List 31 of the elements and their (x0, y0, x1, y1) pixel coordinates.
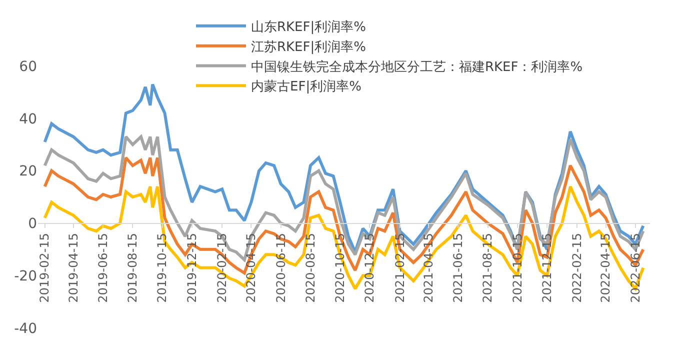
x-tick-label: 2021-12-15 (540, 233, 554, 303)
y-tick-label: -40 (14, 320, 37, 337)
y-tick-label: 0 (28, 216, 37, 232)
x-tick-label: 2019-02-15 (38, 233, 52, 303)
x-tick-label: 2020-06-15 (274, 233, 288, 303)
legend-label: 中国镍生铁完全成本分地区分工艺：福建RKEF：利润率% (251, 58, 583, 75)
x-tick-label: 2020-04-15 (244, 233, 258, 303)
legend-label: 山东RKEF|利润率% (251, 19, 366, 35)
x-tick-label: 2019-04-15 (66, 233, 80, 303)
x-tick-label: 2019-06-15 (96, 233, 110, 303)
y-tick-label: -20 (14, 268, 37, 284)
x-tick-label: 2020-02-15 (214, 233, 229, 303)
x-tick-label: 2019-12-15 (184, 233, 199, 303)
y-tick-label: 40 (19, 111, 37, 128)
x-tick-label: 2022-06-15 (628, 233, 642, 303)
x-tick-label: 2021-10-15 (510, 233, 524, 303)
x-tick-label: 2019-10-15 (155, 233, 170, 303)
x-tick-label: 2022-04-15 (598, 233, 613, 303)
y-tick-label: 60 (19, 58, 37, 75)
x-tick-label: 2019-08-15 (126, 233, 140, 303)
y-tick-label: 20 (19, 164, 37, 180)
x-tick-label: 2022-02-15 (570, 233, 584, 303)
x-tick-label: 2021-04-15 (421, 233, 436, 303)
x-tick-label: 2020-10-15 (333, 233, 348, 303)
legend-label: 内蒙古EF|利润率% (251, 78, 362, 95)
x-tick-label: 2020-08-15 (303, 233, 318, 303)
x-tick-label: 2021-06-15 (451, 233, 466, 303)
x-tick-label: 2021-02-15 (392, 233, 407, 303)
legend-label: 江苏RKEF|利润率% (251, 38, 366, 55)
x-tick-label: 2020-12-15 (362, 233, 377, 303)
x-tick-label: 2021-08-15 (480, 233, 495, 303)
